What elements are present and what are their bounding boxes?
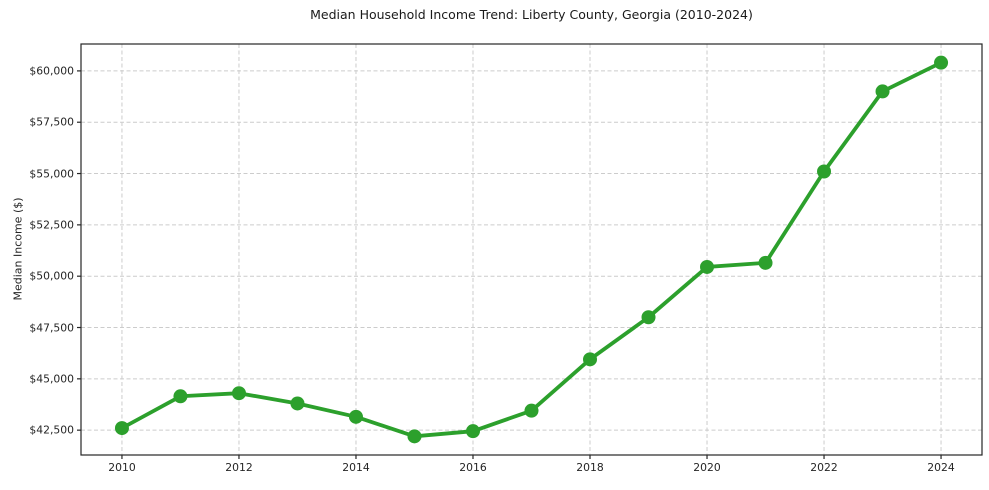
y-tick-label: $57,500 [29,115,74,129]
y-tick-label: $47,500 [29,321,74,334]
y-tick-label: $55,000 [29,167,74,181]
trend-line [120,60,943,439]
data-point [817,164,832,179]
y-tick-label: $50,000 [29,269,74,283]
data-point [524,403,539,418]
data-point [114,421,129,436]
x-tick-label: 2020 [693,461,721,474]
y-tick-label: $45,000 [29,372,74,386]
data-point [173,389,188,404]
data-point [465,424,480,439]
data-point [758,255,773,270]
y-tick-label: $42,500 [29,423,74,437]
x-tick-label: 2014 [342,461,370,474]
x-tick-label: 2016 [459,461,487,474]
data-point [407,429,422,444]
y-tick-label: $52,500 [29,218,74,232]
axes-spines [80,43,983,456]
data-point [641,310,656,325]
data-point [875,84,890,99]
x-tick-label: 2024 [927,461,955,474]
x-tick-label: 2012 [225,461,253,474]
y-tick-label: $60,000 [29,64,74,78]
data-point [934,55,949,70]
x-tick-label: 2010 [108,461,136,474]
data-point [348,409,363,424]
data-point [290,396,305,411]
x-tick-label: 2022 [810,461,838,474]
data-point [583,352,598,367]
chart-title: Median Household Income Trend: Liberty C… [310,7,753,22]
x-tick-label: 2018 [576,461,604,474]
data-point [700,259,715,274]
data-point [231,386,246,401]
